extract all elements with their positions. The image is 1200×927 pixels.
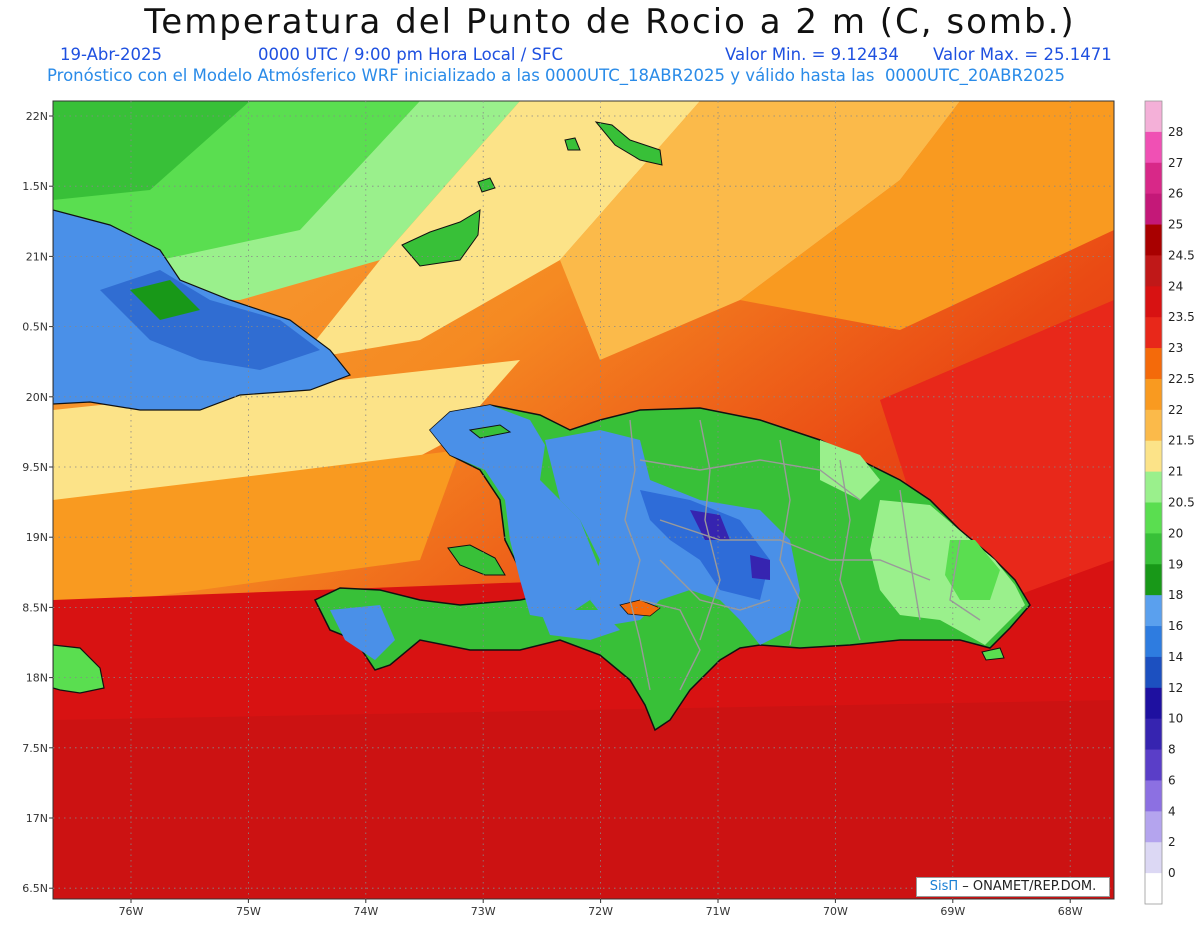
colorbar-label: 25 — [1168, 218, 1183, 232]
lon-label: 74W — [353, 905, 378, 918]
colorbar-label: 27 — [1168, 156, 1183, 170]
lon-label: 71W — [706, 905, 731, 918]
colorbar-label: 26 — [1168, 187, 1183, 201]
colorbar-label: 19 — [1168, 557, 1183, 571]
colorbar-label: 18 — [1168, 588, 1183, 602]
colorbar-swatch — [1145, 409, 1162, 442]
lat-label: 19N — [26, 531, 48, 544]
colorbar-label: 16 — [1168, 619, 1183, 633]
colorbar-label: 21 — [1168, 465, 1183, 479]
colorbar-frame — [1144, 100, 1163, 905]
colorbar-label: 24 — [1168, 279, 1183, 293]
colorbar-label: 22.5 — [1168, 372, 1195, 386]
lon-label: 75W — [236, 905, 261, 918]
colorbar-swatch — [1145, 440, 1162, 473]
colorbar-label: 23 — [1168, 341, 1183, 355]
colorbar-label: 20 — [1168, 526, 1183, 540]
colorbar-swatch — [1145, 595, 1162, 627]
lon-label: 73W — [471, 905, 496, 918]
colorbar-swatch — [1145, 626, 1162, 658]
colorbar-swatch — [1145, 502, 1162, 534]
colorbar-label: 28 — [1168, 125, 1183, 139]
colorbar-swatch — [1145, 471, 1162, 503]
colorbar-label: 14 — [1168, 650, 1183, 664]
lat-label: 7.5N — [22, 742, 48, 755]
credit-box: SisΠ – ONAMET/REP.DOM. — [916, 877, 1110, 897]
colorbar-swatch — [1145, 718, 1162, 750]
time-label: 0000 UTC / 9:00 pm Hora Local / SFC — [258, 45, 564, 64]
colorbar-swatch — [1145, 348, 1162, 380]
colorbar-label: 22 — [1168, 403, 1183, 417]
max-value-label: Valor Max. = 25.1471 — [933, 45, 1112, 64]
colorbar-label: 8 — [1168, 743, 1176, 757]
colorbar-label: 21.5 — [1168, 434, 1195, 448]
forecast-label: Pronóstico con el Modelo Atmósferico WRF… — [47, 66, 1065, 85]
colorbar-label: 23.5 — [1168, 310, 1195, 324]
colorbar-swatch — [1145, 317, 1162, 349]
colorbar-swatch — [1145, 378, 1162, 411]
colorbar-swatch — [1145, 811, 1162, 843]
colorbar-swatch — [1145, 286, 1162, 318]
colorbar-swatch — [1145, 162, 1162, 195]
longitude-labels: 76W 75W 74W 73W 72W 71W 70W 69W 68W — [119, 899, 1083, 918]
colorbar-swatch — [1145, 873, 1162, 905]
colorbar-label: 4 — [1168, 804, 1176, 818]
colorbar-label: 6 — [1168, 773, 1176, 787]
colorbar-swatch — [1145, 101, 1162, 133]
lon-label: 70W — [823, 905, 848, 918]
colorbar-swatch — [1145, 656, 1162, 689]
great-inagua-island — [401, 209, 481, 267]
min-value-label: Valor Min. = 9.12434 — [725, 45, 899, 64]
lat-label: 1.5N — [22, 180, 48, 193]
colorbar-swatch — [1145, 749, 1162, 781]
graticule — [53, 101, 1114, 899]
lat-label: 20N — [26, 391, 48, 404]
colorbar-swatch — [1145, 131, 1162, 164]
colorbar: 024681012141618192020.52121.52222.52323.… — [1144, 100, 1195, 905]
colorbar-label: 24.5 — [1168, 248, 1195, 262]
colorbar-label: 2 — [1168, 835, 1176, 849]
lon-label: 72W — [588, 905, 613, 918]
lon-label: 68W — [1058, 905, 1083, 918]
colorbar-swatch — [1145, 224, 1162, 256]
date-label: 19-Abr-2025 — [60, 45, 163, 64]
colorbar-label: 12 — [1168, 681, 1183, 695]
colorbar-swatch — [1145, 193, 1162, 225]
lat-label: 0.5N — [22, 321, 48, 334]
latitude-labels: 22N 1.5N 21N 0.5N 20N 9.5N 19N 8.5N 18N 7.5N 17N 6.… — [22, 110, 53, 895]
colorbar-label: 0 — [1168, 866, 1176, 880]
lat-label: 21N — [26, 250, 48, 263]
lat-label: 18N — [26, 672, 48, 685]
lon-label: 76W — [119, 905, 144, 918]
colorbar-swatch — [1145, 533, 1162, 565]
jamaica-landmass — [53, 644, 105, 694]
credit-text: – ONAMET/REP.DOM. — [958, 879, 1097, 894]
colorbar-swatch — [1145, 255, 1162, 287]
lat-label: 8.5N — [22, 601, 48, 614]
colorbar-swatch — [1145, 780, 1162, 812]
lat-label: 17N — [26, 812, 48, 825]
page-title: Temperatura del Punto de Rocio a 2 m (C,… — [144, 2, 1076, 42]
colorbar-swatch — [1145, 842, 1162, 874]
colorbar-label: 10 — [1168, 712, 1183, 726]
lat-label: 22N — [26, 110, 48, 123]
map-field — [53, 101, 1114, 899]
colorbar-swatch — [1145, 564, 1162, 596]
colorbar-label: 20.5 — [1168, 496, 1195, 510]
colorbar-swatch — [1145, 687, 1162, 720]
lat-label: 9.5N — [22, 461, 48, 474]
lat-label: 6.5N — [22, 882, 48, 895]
sis-logo-text: SisΠ — [929, 879, 959, 894]
lon-label: 69W — [940, 905, 965, 918]
